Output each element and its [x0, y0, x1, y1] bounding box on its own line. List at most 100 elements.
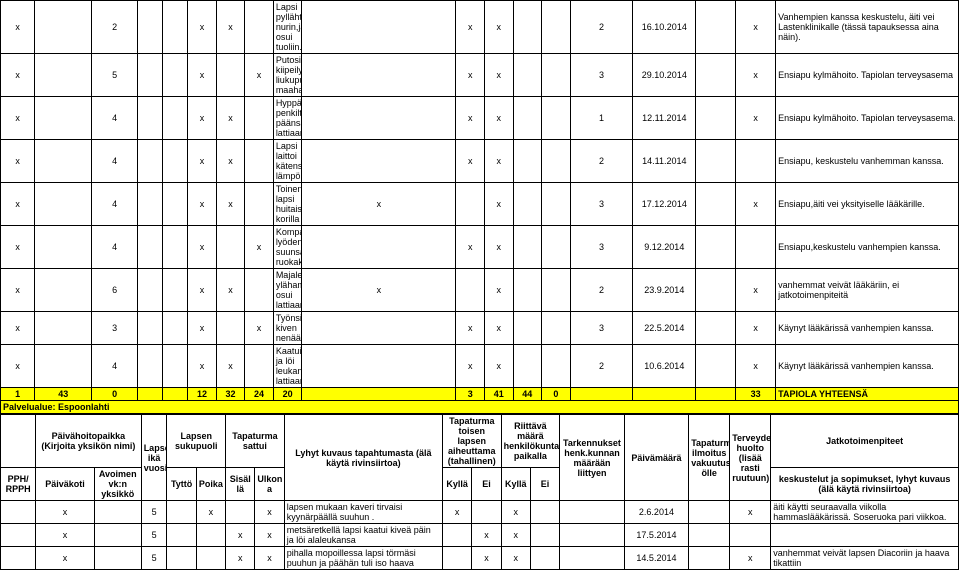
header-cell: Tyttö [167, 468, 196, 501]
cell [542, 54, 571, 97]
cell [163, 97, 188, 140]
cell [167, 524, 196, 547]
cell [530, 524, 559, 547]
cell: x [302, 269, 456, 312]
cell [730, 524, 771, 547]
cell: x [216, 345, 245, 388]
cell: Kaatui ja löi leukansa lattiaan [273, 345, 302, 388]
cell: 5 [141, 501, 167, 524]
cell: x [736, 269, 776, 312]
cell: 4 [92, 140, 138, 183]
cell [94, 547, 141, 570]
cell: 12.11.2014 [633, 97, 696, 140]
cell: 17.5.2014 [624, 524, 688, 547]
cell [138, 140, 163, 183]
cell [696, 183, 736, 226]
cell [560, 501, 624, 524]
header-cell: Päivämäärä [624, 415, 688, 501]
cell: x [1, 226, 35, 269]
cell: x [501, 501, 530, 524]
cell: x [188, 54, 217, 97]
cell: 6 [92, 269, 138, 312]
cell [35, 183, 92, 226]
cell: x [245, 312, 274, 345]
cell [513, 54, 542, 97]
summary-cell: 24 [245, 388, 274, 401]
cell [689, 524, 730, 547]
cell [513, 226, 542, 269]
cell [138, 54, 163, 97]
header-cell: Lapsen sukupuoli [167, 415, 226, 468]
cell [560, 547, 624, 570]
cell [1, 547, 36, 570]
cell: x [36, 547, 95, 570]
cell [542, 269, 571, 312]
cell: Hyppäsi penkiltä,löi päänsä lattiaan. [273, 97, 302, 140]
cell: x [196, 501, 225, 524]
cell: x [485, 312, 514, 345]
header-cell: Avoimen vk:n yksikkö [94, 468, 141, 501]
cell [163, 312, 188, 345]
cell [302, 345, 456, 388]
cell: 3 [92, 312, 138, 345]
summary-cell: 0 [92, 388, 138, 401]
cell: x [456, 1, 485, 54]
cell [530, 547, 559, 570]
cell [443, 524, 472, 547]
cell [163, 345, 188, 388]
cell: 3 [570, 226, 633, 269]
cell: 3 [570, 312, 633, 345]
cell: Toinen lapsi huitaisi korilla [273, 183, 302, 226]
header-cell: Sisäl lä [226, 468, 255, 501]
header-cell: Tapaturma sattui [226, 415, 285, 468]
cell: Lapsi pyllähti nurin,jalka osui tuoliin. [273, 1, 302, 54]
cell: x [501, 524, 530, 547]
cell: Lapsi laittoi kätensä lämpölevylle. [273, 140, 302, 183]
cell: x [730, 547, 771, 570]
cell: x [188, 183, 217, 226]
cell: x [456, 54, 485, 97]
cell [138, 183, 163, 226]
cell [542, 183, 571, 226]
cell [696, 226, 736, 269]
cell: x [501, 547, 530, 570]
cell [163, 1, 188, 54]
header-cell: PPH/ RPPH [1, 468, 36, 501]
cell: 22.5.2014 [633, 312, 696, 345]
cell: vanhemmat veivät lapsen Diacoriin ja haa… [771, 547, 959, 570]
cell: 3 [570, 183, 633, 226]
cell [196, 547, 225, 570]
cell: x [226, 547, 255, 570]
cell: 3 [570, 54, 633, 97]
cell: x [1, 183, 35, 226]
cell: äiti käytti seuraavalla viikolla hammasl… [771, 501, 959, 524]
cell: 2.6.2014 [624, 501, 688, 524]
cell: Majaleikissä ylähammas osui lattiaan. [273, 269, 302, 312]
section-title: Palvelualue: Espoonlahti [1, 401, 959, 414]
cell: x [456, 312, 485, 345]
cell: pihalla mopoillessa lapsi törmäsi puuhun… [284, 547, 442, 570]
cell: 29.10.2014 [633, 54, 696, 97]
cell: x [188, 269, 217, 312]
cell: x [1, 1, 35, 54]
cell [696, 312, 736, 345]
cell [513, 97, 542, 140]
cell [472, 501, 501, 524]
cell: x [302, 183, 456, 226]
cell [696, 345, 736, 388]
cell: 5 [92, 54, 138, 97]
cell: x [255, 501, 284, 524]
cell: x [188, 345, 217, 388]
cell [530, 501, 559, 524]
header-cell: Poika [196, 468, 225, 501]
header-cell [1, 415, 36, 468]
cell [196, 524, 225, 547]
cell [245, 97, 274, 140]
cell: x [188, 226, 217, 269]
cell: x [456, 226, 485, 269]
cell: 4 [92, 97, 138, 140]
cell: x [736, 345, 776, 388]
summary-cell: 20 [273, 388, 302, 401]
cell: 9.12.2014 [633, 226, 696, 269]
cell: Putosi kiipeilytelineen liukuputkesta ma… [273, 54, 302, 97]
